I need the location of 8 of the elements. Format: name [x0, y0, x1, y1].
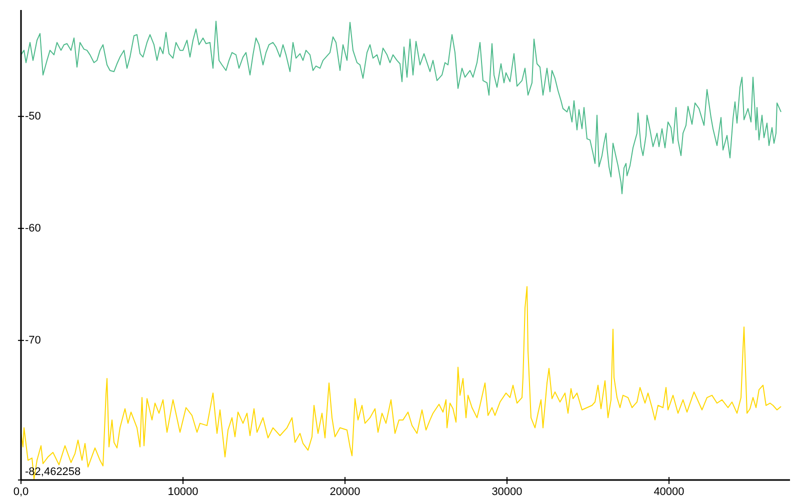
y-tick-label: -60 — [25, 222, 41, 234]
x-tick-label: 10000 — [168, 486, 198, 498]
x-tick-label: 40000 — [654, 486, 684, 498]
y-tick-label: -70 — [25, 334, 41, 346]
y-tick-label: -50 — [25, 110, 41, 122]
x-tick-label: 0,0 — [13, 486, 29, 498]
x-tick-label: 20000 — [330, 486, 360, 498]
x-tick-label: 30000 — [492, 486, 522, 498]
